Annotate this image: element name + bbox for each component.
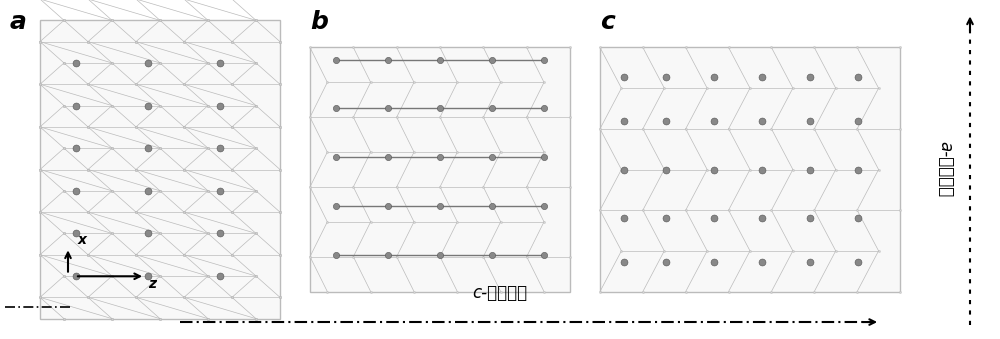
Text: z: z — [148, 277, 156, 291]
FancyBboxPatch shape — [310, 47, 570, 292]
FancyBboxPatch shape — [600, 47, 900, 292]
Text: b: b — [310, 10, 328, 34]
Text: c: c — [600, 10, 615, 34]
Text: x: x — [78, 234, 87, 247]
Text: a-电场方向: a-电场方向 — [936, 141, 954, 198]
Text: a: a — [10, 10, 27, 34]
FancyBboxPatch shape — [40, 20, 280, 319]
Text: c-电场方向: c-电场方向 — [472, 284, 528, 302]
